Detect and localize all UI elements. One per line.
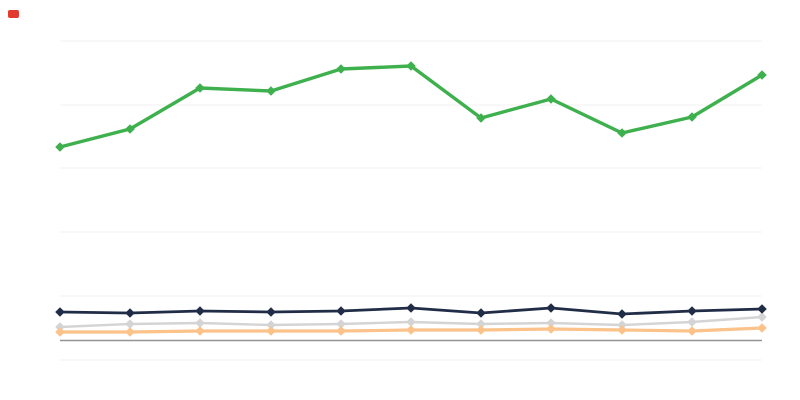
marker-orange <box>617 325 627 335</box>
marker-green <box>617 128 627 138</box>
marker-green <box>195 83 205 93</box>
marker-orange <box>195 326 205 336</box>
marker-orange <box>687 326 697 336</box>
marker-dark-navy <box>266 307 276 317</box>
marker-dark-navy <box>476 308 486 318</box>
marker-green <box>476 113 486 123</box>
series-line-green <box>58 64 764 149</box>
marker-light-gray <box>687 317 697 327</box>
marker-orange <box>757 323 767 333</box>
marker-light-gray <box>336 319 346 329</box>
marker-green <box>266 86 276 96</box>
marker-green <box>55 142 65 152</box>
marker-dark-navy <box>687 306 697 316</box>
marker-green <box>406 61 416 71</box>
marker-light-gray <box>125 319 135 329</box>
marker-dark-navy <box>757 304 767 314</box>
marker-green <box>546 94 556 104</box>
marker-dark-navy <box>336 306 346 316</box>
marker-green <box>125 124 135 134</box>
marker-dark-navy <box>406 303 416 313</box>
marker-green <box>687 112 697 122</box>
marker-light-gray <box>757 312 767 322</box>
marker-light-gray <box>476 319 486 329</box>
marker-green <box>757 70 767 80</box>
marker-orange <box>476 325 486 335</box>
marker-dark-navy <box>125 308 135 318</box>
marker-light-gray <box>617 320 627 330</box>
marker-dark-navy <box>617 309 627 319</box>
marker-dark-navy <box>546 303 556 313</box>
marker-orange <box>55 327 65 337</box>
marker-orange <box>336 326 346 336</box>
marker-green <box>336 64 346 74</box>
marker-orange <box>406 325 416 335</box>
marker-light-gray <box>195 318 205 328</box>
recording-indicator-icon <box>8 10 19 18</box>
marker-orange <box>546 324 556 334</box>
marker-light-gray <box>406 317 416 327</box>
marker-orange <box>266 326 276 336</box>
marker-orange <box>125 327 135 337</box>
marker-dark-navy <box>55 307 65 317</box>
marker-light-gray <box>546 318 556 328</box>
marker-light-gray <box>266 320 276 330</box>
marker-dark-navy <box>195 306 205 316</box>
marker-light-gray <box>55 322 65 332</box>
